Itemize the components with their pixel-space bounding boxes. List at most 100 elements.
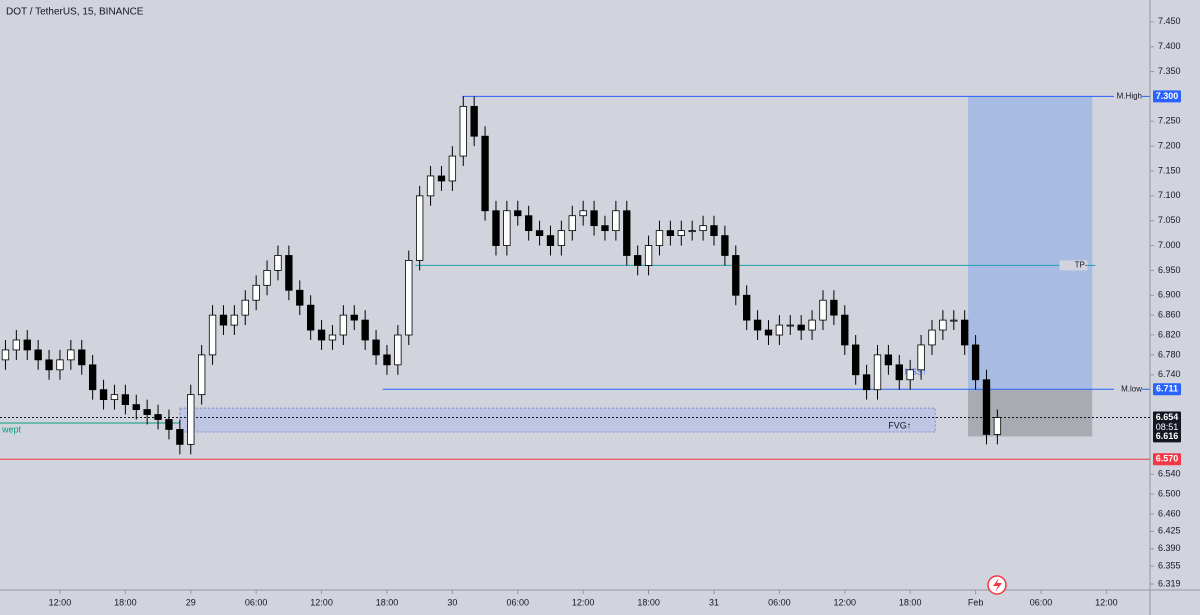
candle-body (928, 329, 936, 346)
candle-body (906, 369, 914, 381)
y-tick-label: 6.355 (1158, 561, 1181, 571)
y-tick-label: 7.250 (1158, 116, 1181, 126)
fvg-label: FVG↑ (888, 420, 911, 430)
y-tick-label: 6.500 (1158, 488, 1181, 498)
y-tick-label: 6.860 (1158, 310, 1181, 320)
candle-body (470, 105, 478, 137)
candle-body (557, 230, 566, 246)
price-label-bg (1153, 411, 1181, 434)
x-tick-label: 06:00 (768, 597, 791, 607)
candle-body (579, 210, 587, 217)
countdown: 08:51 (1156, 422, 1179, 432)
price-label: 6.570 (1156, 454, 1179, 464)
y-tick-label: 6.900 (1158, 290, 1181, 300)
candle-body (241, 299, 249, 316)
x-tick-label: 06:00 (1030, 597, 1053, 607)
candle-body (644, 245, 653, 266)
level-text-bg (1114, 91, 1142, 102)
candle-body (383, 354, 391, 366)
candle-body (699, 225, 707, 232)
candle-body (1, 349, 10, 361)
candle-body (394, 334, 402, 366)
x-tick-label: 18:00 (114, 597, 137, 607)
candle-body (688, 230, 696, 233)
candle-body (415, 195, 424, 261)
level-text: TP- (1075, 261, 1088, 270)
candle-body (274, 255, 282, 271)
candle-body (437, 175, 446, 182)
candle-body (361, 319, 369, 341)
candle-body (110, 394, 119, 401)
x-tick-label: 06:00 (245, 597, 268, 607)
price-label-bg (1153, 430, 1181, 443)
candle-body (88, 364, 97, 391)
candle-body (841, 314, 849, 346)
candle-body (503, 210, 511, 246)
candle-body (732, 255, 740, 296)
candle-body (56, 359, 64, 371)
y-tick-label: 6.425 (1158, 526, 1181, 536)
x-tick-label: 18:00 (637, 597, 660, 607)
candle-body (132, 404, 140, 410)
candle-body (154, 414, 162, 420)
y-tick-label: 7.150 (1158, 165, 1181, 175)
watermark-bolt (993, 578, 1002, 592)
candle-body (753, 319, 762, 331)
level-text-bg (1059, 260, 1088, 271)
y-tick-label: 7.200 (1158, 141, 1181, 151)
level-text: wept (1, 424, 22, 434)
candle-body (143, 409, 151, 415)
candle-body (950, 319, 958, 322)
x-tick-label: 18:00 (899, 597, 922, 607)
x-tick-label: 12:00 (1095, 597, 1118, 607)
candle-body (426, 175, 435, 197)
candle-body (764, 329, 773, 336)
y-tick-label: 6.740 (1158, 369, 1181, 379)
candle-body (252, 284, 260, 301)
candle-body (317, 329, 326, 341)
x-tick-label: 12:00 (834, 597, 857, 607)
candle-body (568, 215, 576, 232)
candle-body (350, 314, 358, 321)
candle-body (405, 260, 413, 336)
candle-body (219, 314, 228, 326)
candle-body (743, 294, 751, 321)
candle-body (525, 215, 533, 232)
candle-body (339, 314, 348, 336)
candle-body (492, 210, 500, 246)
candle-body (546, 235, 555, 246)
y-tick-label: 6.950 (1158, 265, 1181, 275)
candle-body (197, 354, 206, 396)
candle-body (601, 225, 609, 232)
candle-body (12, 339, 21, 351)
candle-body (873, 354, 882, 391)
candle-body (23, 339, 31, 351)
candle-body (45, 359, 53, 371)
candle-body (634, 255, 642, 266)
y-tick-label: 6.820 (1158, 329, 1181, 339)
level-text-bg (1114, 384, 1142, 395)
y-tick-label: 7.100 (1158, 190, 1181, 200)
chart-title: DOT / TetherUS, 15, BINANCE (6, 7, 144, 18)
mss-label: MSS↑ (905, 367, 926, 376)
candle-body (459, 105, 467, 157)
y-tick-label: 7.350 (1158, 66, 1181, 76)
price-label: 6.654 (1156, 412, 1179, 422)
candle-body (176, 429, 184, 445)
price-label: 7.300 (1156, 91, 1179, 101)
candle-body (993, 417, 1002, 435)
level-text: M.low (1121, 384, 1142, 393)
x-tick-label: Feb (968, 597, 984, 607)
candle-body (78, 349, 86, 366)
x-tick-label: 12:00 (49, 597, 72, 607)
candle-body (121, 394, 130, 405)
x-tick-label: 31 (709, 597, 719, 607)
y-tick-label: 6.540 (1158, 469, 1181, 479)
fvg-zone (179, 407, 936, 433)
candle-body (971, 344, 980, 381)
candle-body (623, 210, 631, 256)
candle-body (786, 324, 794, 327)
x-tick-label: 30 (447, 597, 457, 607)
candle-body (612, 210, 620, 232)
candle-body (852, 344, 860, 376)
